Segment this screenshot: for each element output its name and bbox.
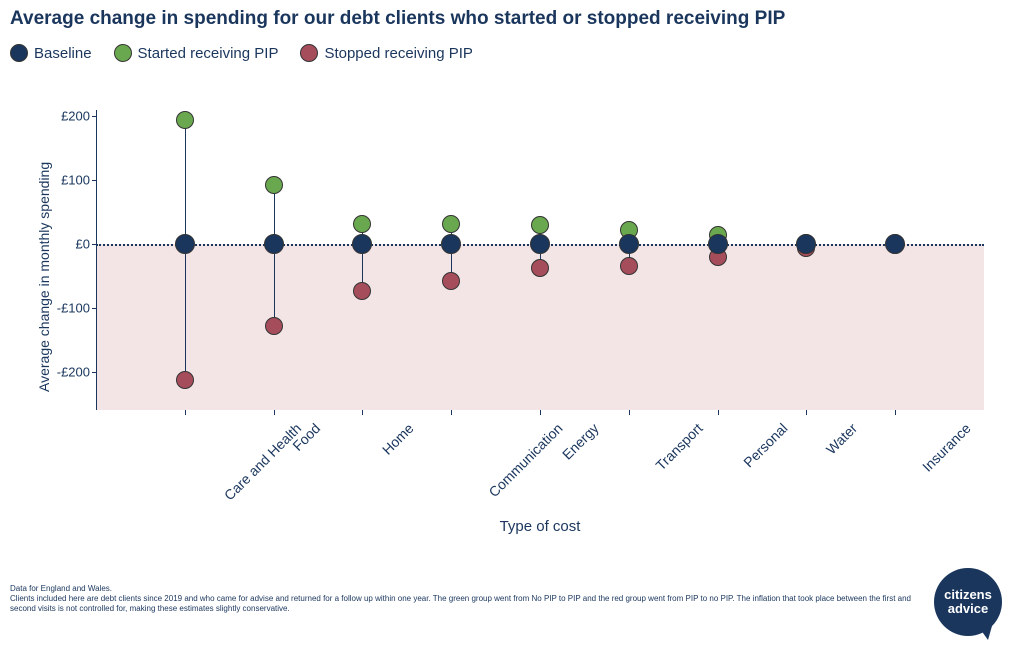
x-tick-mark: [718, 410, 719, 415]
legend-item-stopped: Stopped receiving PIP: [300, 44, 472, 62]
legend-dot-started: [114, 44, 132, 62]
point-baseline: [264, 234, 284, 254]
point-baseline: [619, 234, 639, 254]
footnote-line: Clients included here are debt clients s…: [10, 594, 930, 614]
y-tick-mark: [92, 180, 96, 181]
x-tick-label: Care and Health: [221, 420, 304, 503]
x-tick-label: Energy: [559, 420, 602, 463]
legend-label-stopped: Stopped receiving PIP: [324, 45, 472, 62]
y-axis-line: [96, 110, 97, 410]
point-stopped: [265, 317, 283, 335]
y-tick-mark: [92, 116, 96, 117]
speech-bubble-tail-icon: [978, 626, 992, 640]
legend-item-started: Started receiving PIP: [114, 44, 279, 62]
x-tick-mark: [806, 410, 807, 415]
plot-area: £200£100£0-£100-£200: [96, 110, 984, 410]
y-tick-mark: [92, 244, 96, 245]
citizens-advice-logo: citizens advice: [934, 568, 1002, 636]
y-tick-label: £200: [61, 109, 96, 124]
y-tick-label: -£200: [57, 364, 96, 379]
point-started: [531, 216, 549, 234]
x-tick-mark: [185, 410, 186, 415]
x-tick-label: Water: [823, 420, 860, 457]
x-tick-label: Personal: [740, 420, 790, 470]
footnote: Data for England and Wales.Clients inclu…: [10, 584, 930, 614]
x-tick-label: Communication: [486, 420, 566, 500]
legend-dot-baseline: [10, 44, 28, 62]
x-tick-mark: [274, 410, 275, 415]
point-baseline: [441, 234, 461, 254]
point-started: [442, 215, 460, 233]
point-baseline: [885, 234, 905, 254]
stem-started: [185, 120, 186, 244]
point-started: [176, 111, 194, 129]
logo-text-top: citizens: [944, 588, 992, 602]
legend-item-baseline: Baseline: [10, 44, 92, 62]
x-axis-title: Type of cost: [96, 518, 984, 535]
y-tick-label: -£100: [57, 300, 96, 315]
legend-label-baseline: Baseline: [34, 45, 92, 62]
x-tick-label: Insurance: [919, 420, 974, 475]
point-baseline: [530, 234, 550, 254]
x-tick-mark: [451, 410, 452, 415]
point-baseline: [796, 234, 816, 254]
logo-text-bottom: advice: [948, 602, 988, 616]
legend-dot-stopped: [300, 44, 318, 62]
x-tick-label: Home: [379, 420, 417, 458]
y-tick-mark: [92, 372, 96, 373]
x-tick-mark: [895, 410, 896, 415]
x-tick-label: Transport: [652, 420, 705, 473]
x-tick-mark: [362, 410, 363, 415]
point-started: [265, 176, 283, 194]
legend-label-started: Started receiving PIP: [138, 45, 279, 62]
point-stopped: [620, 257, 638, 275]
point-stopped: [353, 282, 371, 300]
point-stopped: [531, 259, 549, 277]
point-baseline: [175, 234, 195, 254]
stem-stopped: [185, 244, 186, 380]
point-started: [353, 215, 371, 233]
footnote-line: Data for England and Wales.: [10, 584, 930, 594]
y-axis-title: Average change in monthly spending: [36, 162, 52, 392]
point-baseline: [352, 234, 372, 254]
chart-title: Average change in spending for our debt …: [10, 8, 785, 30]
point-stopped: [442, 272, 460, 290]
stem-stopped: [274, 244, 275, 326]
x-tick-mark: [629, 410, 630, 415]
legend: Baseline Started receiving PIP Stopped r…: [10, 44, 473, 62]
point-stopped: [176, 371, 194, 389]
point-baseline: [708, 234, 728, 254]
y-tick-label: £100: [61, 173, 96, 188]
y-tick-mark: [92, 308, 96, 309]
x-tick-mark: [540, 410, 541, 415]
